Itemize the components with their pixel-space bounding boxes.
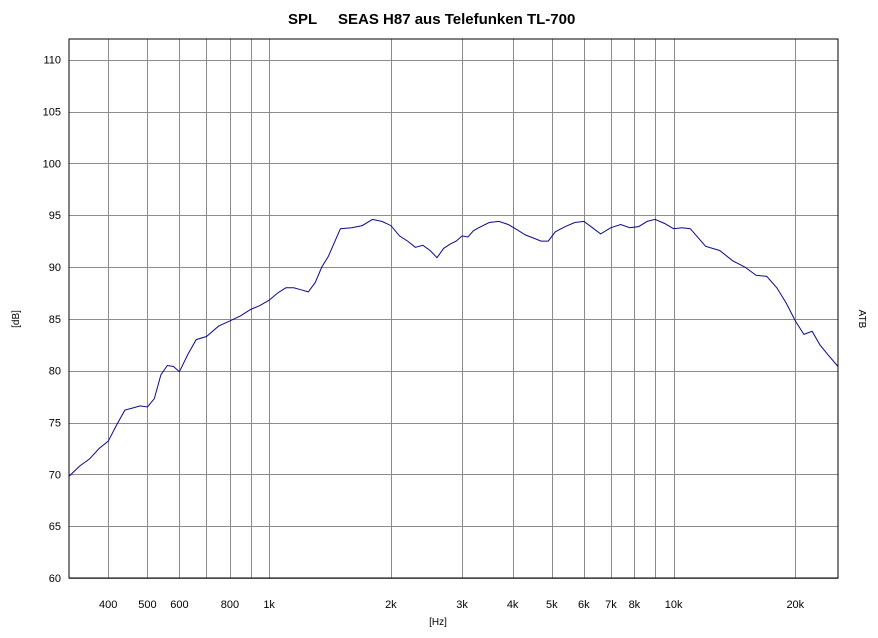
x-axis-label: [Hz] (429, 617, 447, 628)
x-tick-label: 1k (263, 599, 275, 611)
y-tick-label: 100 (43, 158, 61, 170)
y-tick-label: 95 (49, 210, 61, 222)
y-axis-label: [dB] (11, 310, 22, 328)
y-tick-labels: 60 65 70 75 80 85 90 95 100 105 110 (43, 55, 61, 585)
y-tick-label: 80 (49, 366, 61, 378)
y-tick-label: 75 (49, 418, 61, 430)
right-axis-label: ATB (856, 310, 867, 329)
series-group (68, 218, 839, 477)
chart-title: SEAS H87 aus Telefunken TL-700 (338, 11, 575, 28)
x-tick-label: 6k (578, 599, 590, 611)
x-tick-label: 5k (546, 599, 558, 611)
chart-title-spl: SPL (288, 11, 317, 28)
y-tick-label: 110 (43, 55, 61, 67)
y-tick-label: 70 (49, 469, 61, 481)
chart-title-group: SPL SEAS H87 aus Telefunken TL-700 (288, 11, 575, 28)
x-tick-label: 10k (665, 599, 683, 611)
x-tick-label: 600 (170, 599, 188, 611)
spl-curve (68, 218, 839, 477)
x-tick-label: 3k (456, 599, 468, 611)
x-tick-label: 7k (605, 599, 617, 611)
y-tick-label: 105 (43, 107, 61, 119)
x-tick-label: 8k (629, 599, 641, 611)
x-tick-label: 400 (99, 599, 117, 611)
y-tick-label: 90 (49, 262, 61, 274)
x-tick-label: 500 (138, 599, 156, 611)
x-tick-label: 20k (786, 599, 804, 611)
x-tick-label: 800 (221, 599, 239, 611)
y-tick-label: 65 (49, 521, 61, 533)
x-tick-label: 2k (385, 599, 397, 611)
y-tick-label: 60 (49, 573, 61, 585)
x-tick-label: 4k (507, 599, 519, 611)
plot-frame (68, 38, 839, 579)
y-tick-label: 85 (49, 314, 61, 326)
x-tick-labels: 400 500 600 800 1k 2k 3k 4k 5k 6k 7k 8k 10k 20k (99, 599, 805, 611)
grid (69, 39, 838, 579)
